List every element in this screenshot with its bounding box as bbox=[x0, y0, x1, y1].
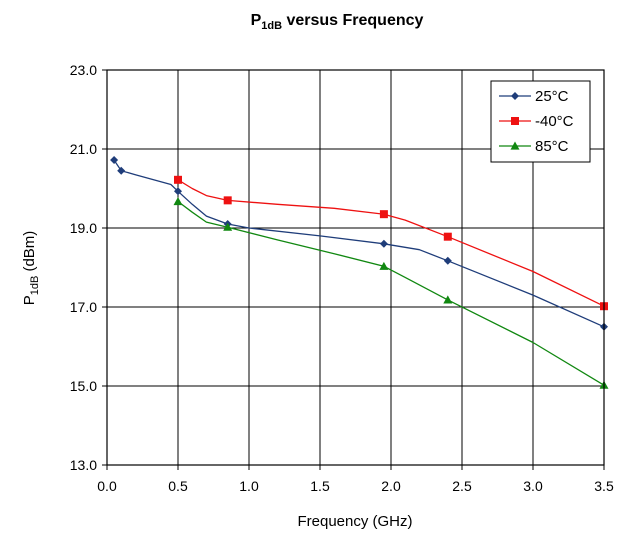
y-tick-label: 23.0 bbox=[70, 62, 97, 78]
chart-title: P1dB versus Frequency bbox=[251, 12, 424, 32]
chart-title-rest: versus Frequency bbox=[282, 12, 424, 29]
x-tick-label: 1.0 bbox=[239, 478, 259, 494]
y-tick-label: 21.0 bbox=[70, 141, 97, 157]
data-point bbox=[223, 196, 232, 205]
legend-marker bbox=[510, 141, 520, 150]
series-line bbox=[177, 200, 605, 386]
legend-entry: 85°C bbox=[499, 138, 569, 155]
x-tick-label: 3.5 bbox=[594, 478, 614, 494]
legend-label: -40°C bbox=[535, 113, 574, 130]
y-axis-label-main: P bbox=[21, 295, 38, 305]
y-tick-label: 19.0 bbox=[70, 220, 97, 236]
y-tick-label: 17.0 bbox=[70, 299, 97, 315]
y-tick-label: 15.0 bbox=[70, 378, 97, 394]
data-point bbox=[443, 295, 453, 304]
data-point bbox=[173, 197, 183, 206]
data-point bbox=[174, 187, 182, 196]
y-tick-label: 13.0 bbox=[70, 457, 97, 473]
x-tick-label: 0.5 bbox=[168, 478, 188, 494]
data-point bbox=[443, 256, 452, 265]
legend-label: 85°C bbox=[535, 138, 569, 155]
data-point bbox=[117, 166, 126, 175]
legend-entry: -40°C bbox=[499, 113, 574, 130]
data-point bbox=[110, 156, 119, 165]
x-tick-label: 3.0 bbox=[523, 478, 543, 494]
plot-frame bbox=[106, 69, 605, 466]
data-point bbox=[223, 222, 233, 231]
legend-marker bbox=[511, 92, 519, 100]
y-axis-label: P1dB (dBm) bbox=[21, 231, 41, 306]
chart-title-main: P bbox=[251, 12, 262, 29]
x-tick-label: 2.5 bbox=[452, 478, 472, 494]
y-axis-label-subscript: 1dB bbox=[29, 276, 41, 296]
legend-entry: 25°C bbox=[499, 88, 569, 105]
data-point bbox=[443, 232, 452, 241]
axes: 0.0 0.5 1.0 1.5 2.0 2.5 3.0 3.5 13.0 15.0 17.0 19.0… bbox=[70, 62, 614, 494]
legend: 25°C -40°C 85°C bbox=[490, 80, 591, 163]
series-line bbox=[177, 179, 605, 307]
legend-marker bbox=[511, 117, 519, 125]
x-tick-label: 0.0 bbox=[97, 478, 117, 494]
data-point bbox=[174, 175, 182, 184]
x-tick-label: 1.5 bbox=[310, 478, 330, 494]
x-tick-label: 2.0 bbox=[381, 478, 401, 494]
data-point bbox=[379, 239, 388, 248]
chart-title-subscript: 1dB bbox=[261, 20, 282, 32]
data-point bbox=[379, 261, 389, 270]
series-layer bbox=[110, 156, 609, 389]
x-axis-label: Frequency (GHz) bbox=[297, 513, 412, 530]
legend-label: 25°C bbox=[535, 88, 569, 105]
data-point bbox=[379, 210, 388, 219]
y-axis-label-rest: (dBm) bbox=[21, 231, 38, 276]
